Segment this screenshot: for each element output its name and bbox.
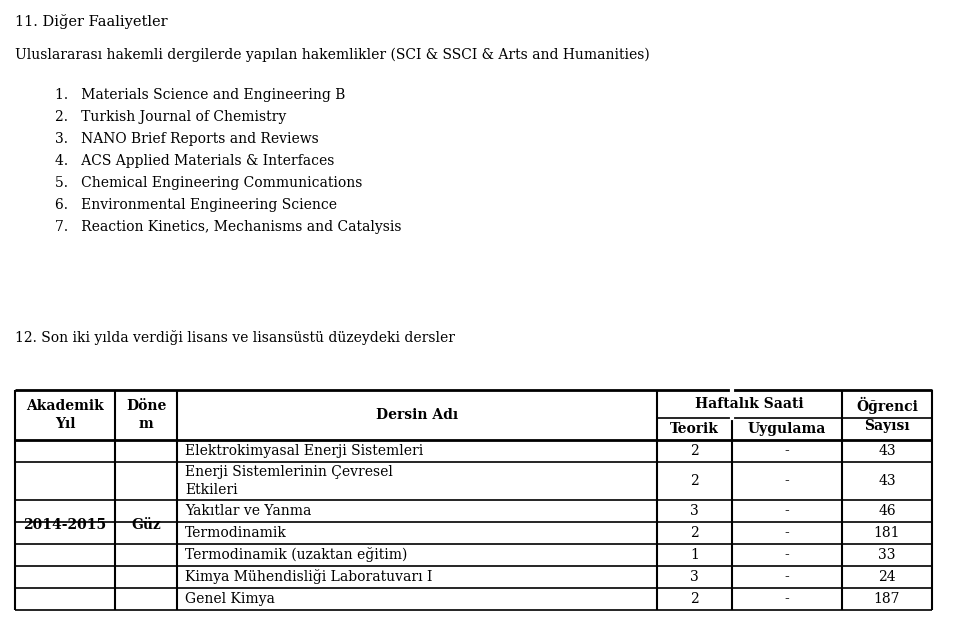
- Text: 4.   ACS Applied Materials & Interfaces: 4. ACS Applied Materials & Interfaces: [55, 154, 334, 168]
- Bar: [15, 390, 932, 610]
- Text: 11. Diğer Faaliyetler: 11. Diğer Faaliyetler: [15, 14, 168, 29]
- Text: Kimya Mühendisliği Laboratuvarı I: Kimya Mühendisliği Laboratuvarı I: [185, 569, 432, 585]
- Text: 46: 46: [878, 504, 896, 518]
- Text: 43: 43: [878, 474, 896, 488]
- Text: -: -: [784, 592, 789, 606]
- Text: -: -: [784, 526, 789, 540]
- Text: 2: 2: [690, 592, 699, 606]
- Text: Uluslararası hakemli dergilerde yapılan hakemlikler (SCI & SSCI & Arts and Human: Uluslararası hakemli dergilerde yapılan …: [15, 48, 650, 62]
- Text: Akademik
Yıl: Akademik Yıl: [26, 399, 104, 431]
- Text: 33: 33: [878, 548, 896, 562]
- Text: 181: 181: [874, 526, 900, 540]
- Text: -: -: [784, 474, 789, 488]
- Text: Enerji Sistemlerinin Çevresel
Etkileri: Enerji Sistemlerinin Çevresel Etkileri: [185, 465, 393, 497]
- Text: -: -: [784, 444, 789, 458]
- Text: 2.   Turkish Journal of Chemistry: 2. Turkish Journal of Chemistry: [55, 110, 286, 124]
- Text: 2014-2015: 2014-2015: [23, 518, 107, 532]
- Text: Termodinamik (uzaktan eğitim): Termodinamik (uzaktan eğitim): [185, 547, 407, 563]
- Text: 43: 43: [878, 444, 896, 458]
- Text: 3.   NANO Brief Reports and Reviews: 3. NANO Brief Reports and Reviews: [55, 132, 319, 146]
- Text: Elektrokimyasal Enerji Sistemleri: Elektrokimyasal Enerji Sistemleri: [185, 444, 423, 458]
- Text: 2: 2: [690, 474, 699, 488]
- Text: 6.   Environmental Engineering Science: 6. Environmental Engineering Science: [55, 198, 337, 212]
- Text: Uygulama: Uygulama: [748, 422, 827, 436]
- Text: 7.   Reaction Kinetics, Mechanisms and Catalysis: 7. Reaction Kinetics, Mechanisms and Cat…: [55, 220, 401, 234]
- Text: 2: 2: [690, 526, 699, 540]
- Text: 1: 1: [690, 548, 699, 562]
- Text: -: -: [784, 570, 789, 584]
- Text: Genel Kimya: Genel Kimya: [185, 592, 275, 606]
- Text: 24: 24: [878, 570, 896, 584]
- Text: 187: 187: [874, 592, 900, 606]
- Text: 1.   Materials Science and Engineering B: 1. Materials Science and Engineering B: [55, 88, 346, 102]
- Text: -: -: [784, 504, 789, 518]
- Text: Teorik: Teorik: [670, 422, 719, 436]
- Text: 5.   Chemical Engineering Communications: 5. Chemical Engineering Communications: [55, 176, 362, 190]
- Text: Haftalık Saati: Haftalık Saati: [695, 397, 804, 411]
- Text: 3: 3: [690, 504, 699, 518]
- Text: Güz: Güz: [132, 518, 161, 532]
- Text: Döne
m: Döne m: [126, 399, 166, 431]
- Text: 3: 3: [690, 570, 699, 584]
- Text: Öğrenci
Sayısı: Öğrenci Sayısı: [856, 397, 918, 433]
- Text: 12. Son iki yılda verdiği lisans ve lisansüstü düzeydeki dersler: 12. Son iki yılda verdiği lisans ve lisa…: [15, 330, 455, 345]
- Text: Dersin Adı: Dersin Adı: [376, 408, 458, 422]
- Text: Termodinamik: Termodinamik: [185, 526, 287, 540]
- Text: Yakıtlar ve Yanma: Yakıtlar ve Yanma: [185, 504, 311, 518]
- Text: -: -: [784, 548, 789, 562]
- Text: 2: 2: [690, 444, 699, 458]
